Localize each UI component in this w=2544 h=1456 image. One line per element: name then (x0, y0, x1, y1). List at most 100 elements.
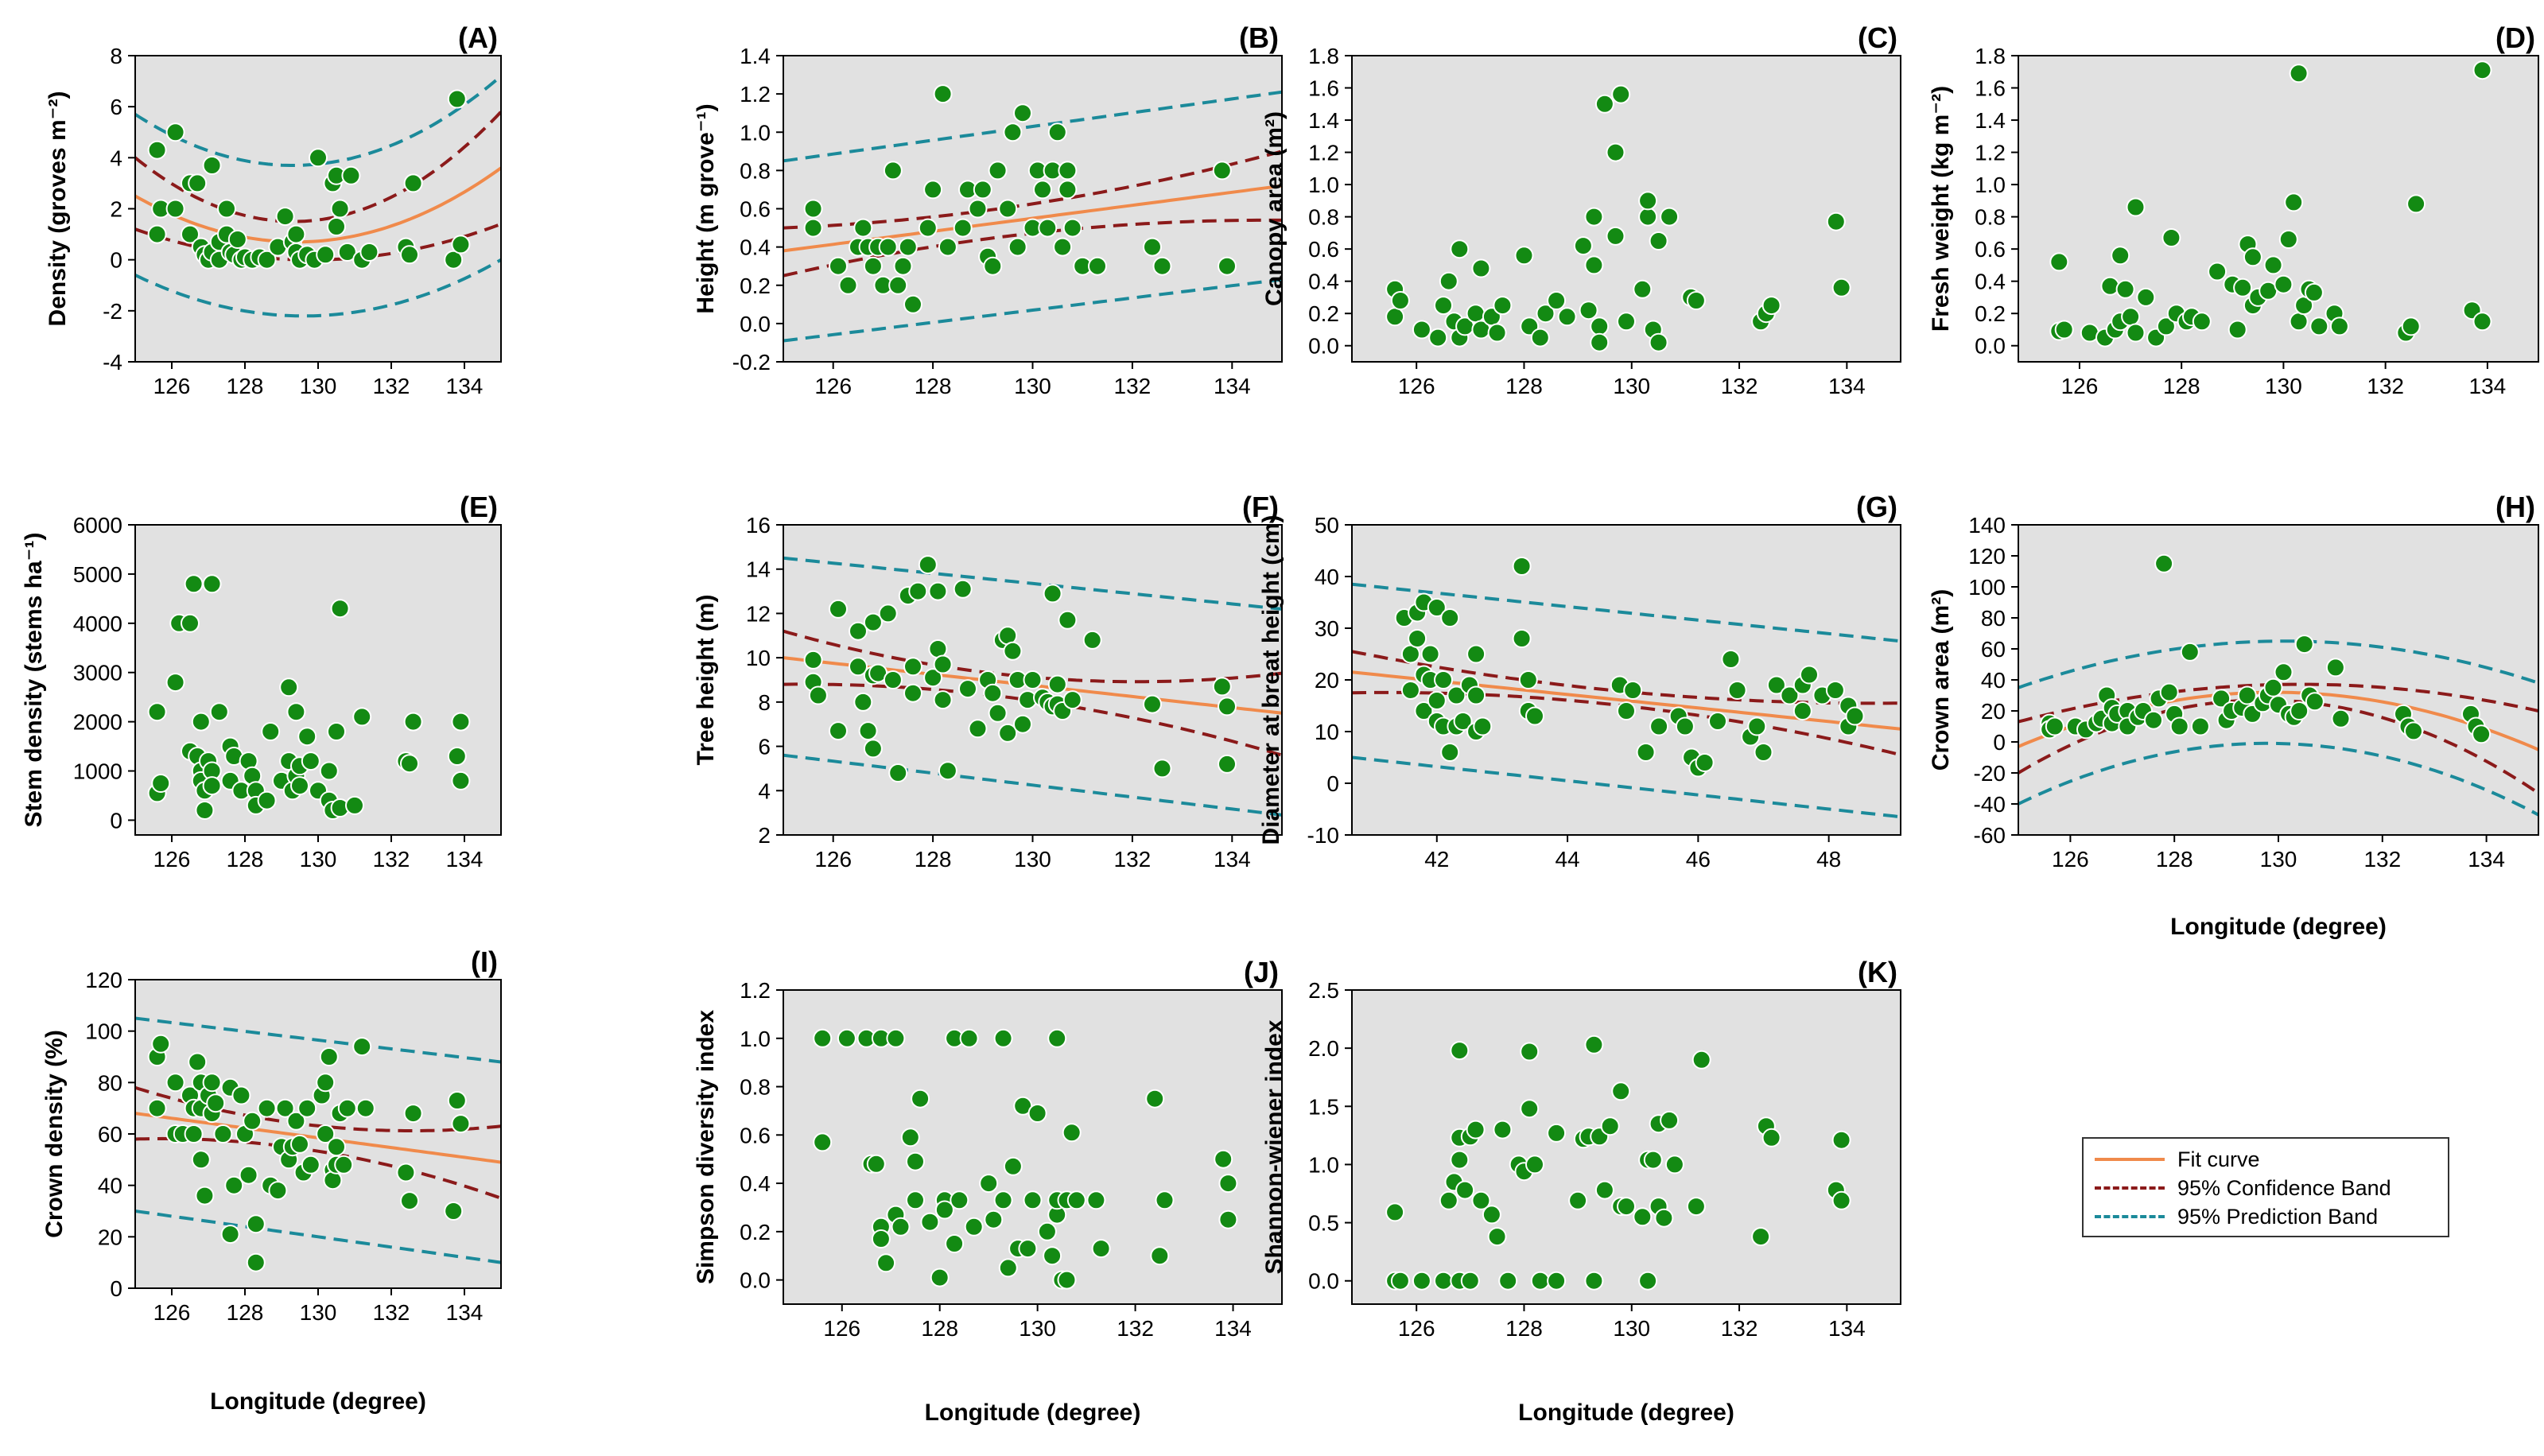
data-point (1408, 629, 1427, 648)
data-point (202, 776, 222, 796)
data-point (400, 1191, 419, 1211)
data-point (334, 1155, 354, 1175)
data-point (930, 1268, 950, 1287)
data-point (151, 1034, 171, 1054)
data-point (1033, 180, 1052, 200)
data-point (257, 1098, 277, 1118)
data-point (2144, 710, 2163, 730)
data-point (327, 1137, 346, 1157)
y-tick-label: 8 (110, 44, 122, 68)
data-point (933, 84, 953, 104)
x-tick-label: 134 (2469, 374, 2507, 398)
x-tick-label: 126 (823, 1316, 860, 1341)
data-point (1579, 301, 1598, 320)
data-point (1825, 681, 1845, 700)
panel-g: (G) 42 44 46 48 -10 0 10 20 30 40 50 Diameter at bre… (1258, 491, 1901, 872)
data-point (1721, 650, 1741, 669)
data-point (345, 795, 364, 815)
data-point (2161, 228, 2181, 247)
data-point (2290, 701, 2309, 720)
data-point (923, 180, 943, 200)
data-point (147, 1098, 167, 1118)
x-tick-label: 134 (1214, 847, 1251, 872)
data-point (2284, 192, 2304, 212)
data-point (1727, 681, 1747, 700)
data-point (853, 692, 873, 712)
data-point (1471, 258, 1491, 278)
data-point (1412, 320, 1431, 340)
data-point (1831, 1130, 1851, 1150)
x-tick-label: 128 (2163, 374, 2200, 398)
x-axis-label: Longitude (degree) (210, 1388, 426, 1415)
y-tick-label: 2 (110, 197, 122, 222)
data-point (195, 801, 215, 820)
data-point (451, 235, 471, 254)
data-point (1062, 218, 1082, 238)
y-tick-label: 1000 (73, 759, 122, 784)
data-point (243, 1111, 262, 1131)
data-point (1440, 608, 1460, 627)
data-point (829, 599, 848, 619)
data-point (863, 256, 883, 276)
data-point (403, 173, 423, 193)
y-tick-label: 1.2 (740, 82, 771, 107)
data-point (979, 1174, 999, 1194)
data-point (1761, 1128, 1781, 1147)
data-point (923, 668, 943, 688)
data-point (1557, 307, 1577, 327)
y-tick-label: 1.2 (740, 978, 771, 1003)
y-tick-label: 0.4 (1308, 270, 1339, 294)
panel-label: (J) (1244, 956, 1279, 988)
data-point (2049, 252, 2069, 272)
data-point (803, 199, 823, 219)
y-tick-label: 0.8 (740, 1075, 771, 1100)
data-point (231, 1085, 251, 1105)
prediction-band-lower (2018, 741, 2538, 817)
data-point (2305, 692, 2325, 712)
data-point (1062, 690, 1082, 710)
y-tick-label: 20 (1981, 699, 2006, 724)
data-point (959, 1028, 979, 1048)
data-point (1053, 237, 1073, 257)
data-point (1027, 1104, 1047, 1123)
data-point (2294, 635, 2314, 654)
data-point (1520, 1042, 1540, 1062)
x-tick-label: 44 (1555, 847, 1579, 872)
data-point (1218, 256, 1237, 276)
points-layer (2049, 60, 2492, 347)
y-tick-label: 2000 (73, 710, 122, 735)
data-point (451, 1114, 471, 1134)
data-point (400, 754, 419, 774)
data-point (1003, 641, 1023, 661)
points-layer (1394, 557, 1865, 778)
x-tick-label: 132 (1114, 374, 1152, 398)
data-point (1466, 304, 1486, 324)
x-tick-label: 126 (153, 374, 191, 398)
legend-label-fit: Fit curve (2177, 1147, 2260, 1171)
panel-label: (B) (1239, 21, 1279, 54)
x-tick-label: 130 (1019, 1316, 1056, 1341)
data-point (1695, 753, 1715, 772)
x-tick-label: 132 (2363, 847, 2401, 872)
panel-label: (D) (2495, 21, 2535, 54)
data-point (319, 1047, 339, 1066)
data-point (1525, 1155, 1544, 1175)
data-point (1013, 714, 1032, 734)
data-point (1460, 1271, 1480, 1291)
data-point (1390, 1271, 1410, 1291)
data-point (337, 1098, 357, 1118)
data-point (444, 250, 464, 270)
y-tick-label: 20 (98, 1225, 122, 1249)
data-point (1008, 237, 1027, 257)
legend-swatch-fit (2095, 1158, 2165, 1161)
data-point (1617, 312, 1636, 332)
legend-label-confidence: 95% Confidence Band (2177, 1175, 2391, 1200)
data-point (1013, 103, 1032, 123)
data-point (184, 574, 204, 594)
data-point (920, 1212, 940, 1232)
y-tick-label: 0.2 (740, 274, 771, 298)
data-point (1450, 1150, 1470, 1170)
data-point (184, 1124, 204, 1143)
y-tick-label: 0.8 (1308, 205, 1339, 230)
data-point (903, 657, 922, 677)
